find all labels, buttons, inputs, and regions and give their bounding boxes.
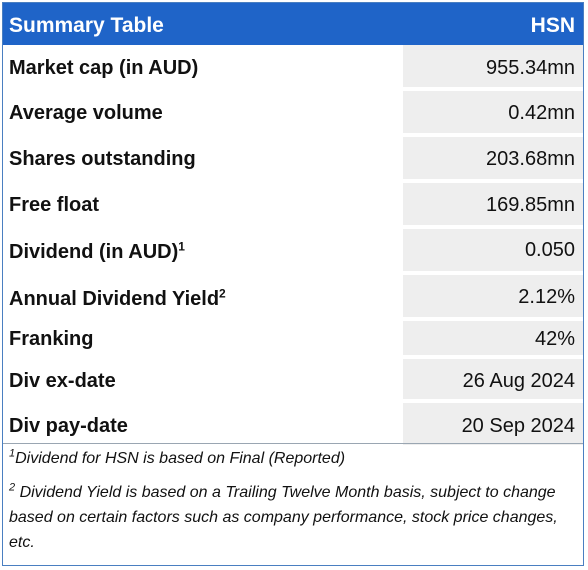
row-value-cell: 20 Sep 2024: [403, 403, 583, 445]
row-value: 203.68mn: [486, 148, 575, 170]
row-label: Annual Dividend Yield2: [9, 286, 226, 310]
row-label: Average volume: [9, 102, 163, 124]
row-value: 20 Sep 2024: [461, 415, 575, 437]
table-row-market-cap: Market cap (in AUD) 955.34mn: [3, 45, 583, 91]
row-label: Market cap (in AUD): [9, 57, 199, 79]
table-row-free-float: Free float 169.85mn: [3, 183, 583, 229]
table-row-dividend: Dividend (in AUD)1 0.050: [3, 229, 583, 275]
table-row-average-volume: Average volume 0.42mn: [3, 91, 583, 137]
ticker-symbol: HSN: [530, 14, 575, 37]
footnote-marker: 1: [9, 447, 16, 460]
row-value: 169.85mn: [486, 194, 575, 216]
table-body: Market cap (in AUD) 955.34mn Average vol…: [3, 45, 583, 445]
row-value-cell: 42%: [403, 321, 583, 355]
row-label: Div ex-date: [9, 370, 116, 392]
row-value-cell: 955.34mn: [403, 45, 583, 87]
row-value-cell: 2.12%: [403, 275, 583, 317]
table-row-div-ex-date: Div ex-date 26 Aug 2024: [3, 359, 583, 403]
footnote-2: 2 Dividend Yield is based on a Trailing …: [9, 481, 558, 551]
footnote-1: 1Dividend for HSN is based on Final (Rep…: [9, 447, 346, 467]
row-value: 2.12%: [518, 286, 575, 308]
row-label: Div pay-date: [9, 415, 128, 437]
row-label: Free float: [9, 194, 100, 216]
row-value: 0.050: [524, 239, 575, 261]
row-value: 26 Aug 2024: [462, 370, 575, 392]
row-label: Dividend (in AUD)1: [9, 239, 185, 263]
table-row-div-pay-date: Div pay-date 20 Sep 2024: [3, 403, 583, 445]
table-header: Summary Table HSN: [3, 3, 583, 45]
row-value-cell: 203.68mn: [403, 137, 583, 179]
row-label: Franking: [9, 328, 94, 350]
row-value-cell: 26 Aug 2024: [403, 359, 583, 399]
footnotes: 1Dividend for HSN is based on Final (Rep…: [3, 443, 583, 551]
table-row-franking: Franking 42%: [3, 321, 583, 359]
row-value-cell: 0.050: [403, 229, 583, 271]
summary-table: Summary Table HSN Market cap (in AUD) 95…: [2, 2, 584, 566]
footnote-marker: 2: [219, 286, 226, 301]
row-value: 0.42mn: [508, 102, 575, 124]
row-value-cell: 0.42mn: [403, 91, 583, 133]
footnote-marker: 2: [9, 481, 16, 494]
row-value: 955.34mn: [486, 57, 575, 79]
table-row-shares-outstanding: Shares outstanding 203.68mn: [3, 137, 583, 183]
footnote-marker: 1: [178, 239, 185, 254]
row-label: Shares outstanding: [9, 148, 196, 170]
table-title: Summary Table: [9, 14, 164, 37]
row-value-cell: 169.85mn: [403, 183, 583, 225]
table-row-annual-dividend-yield: Annual Dividend Yield2 2.12%: [3, 275, 583, 321]
row-value: 42%: [534, 328, 575, 350]
